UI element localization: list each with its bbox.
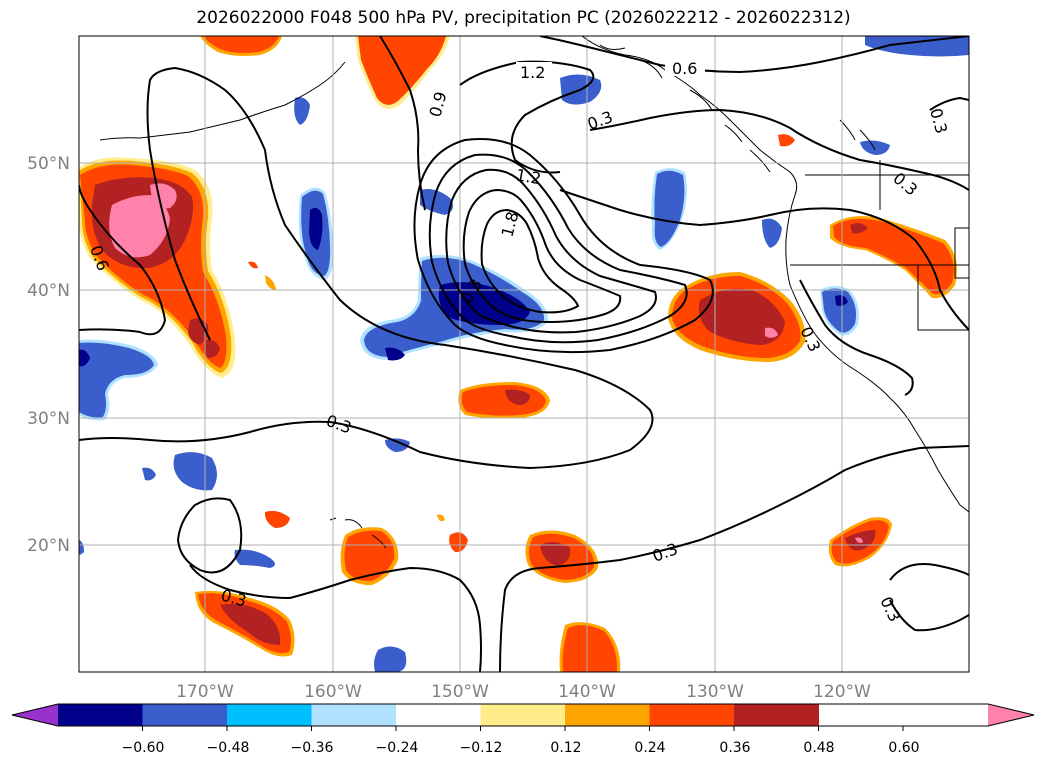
colorbar-swatch bbox=[227, 704, 312, 726]
colorbar-swatch bbox=[734, 704, 819, 726]
lon-label: 170°W bbox=[176, 682, 234, 702]
precipitation-fills bbox=[79, 36, 969, 672]
lat-label: 40°N bbox=[27, 281, 70, 301]
colorbar-tick-label: 0.24 bbox=[634, 740, 665, 756]
colorbar-extend-high bbox=[988, 704, 1034, 726]
colorbar-swatch bbox=[565, 704, 650, 726]
colorbar-tick-label: 0.60 bbox=[888, 740, 919, 756]
latitude-labels: 50°N 40°N 30°N 20°N bbox=[27, 154, 70, 556]
colorbar-swatches bbox=[58, 704, 819, 726]
lon-label: 130°W bbox=[686, 682, 744, 702]
colorbar-swatch bbox=[396, 704, 481, 726]
colorbar-swatch bbox=[58, 704, 143, 726]
lon-label: 140°W bbox=[558, 682, 616, 702]
lon-label: 120°W bbox=[813, 682, 871, 702]
lon-label: 150°W bbox=[431, 682, 489, 702]
contour-label: 1.2 bbox=[520, 63, 545, 82]
precip-area-central bbox=[458, 382, 550, 419]
lat-label: 50°N bbox=[27, 154, 70, 174]
colorbar-tick-label: −0.24 bbox=[376, 740, 419, 756]
colorbar-tick-label: 0.12 bbox=[550, 740, 581, 756]
colorbar-tick-label: 0.36 bbox=[719, 740, 750, 756]
colorbar-outline bbox=[11, 703, 1035, 727]
colorbar-swatch bbox=[649, 704, 735, 726]
longitude-labels: 170°W 160°W 150°W 140°W 130°W 120°W bbox=[176, 682, 871, 702]
colorbar-ticks bbox=[142, 726, 904, 731]
colorbar-tick-label: −0.60 bbox=[122, 740, 165, 756]
precip-area-nw-us bbox=[830, 216, 958, 299]
colorbar-tick-label: 0.48 bbox=[803, 740, 834, 756]
contour-label: 1.2 bbox=[514, 165, 542, 188]
map-frame bbox=[78, 35, 970, 673]
colorbar-tick-label: −0.48 bbox=[207, 740, 250, 756]
coastlines bbox=[99, 36, 969, 549]
precip-area-north bbox=[200, 36, 450, 109]
colorbar-swatch bbox=[142, 704, 228, 726]
colorbar-tick-labels: −0.60 −0.48 −0.36 −0.24 −0.12 0.12 0.24 … bbox=[122, 740, 920, 756]
lon-label: 160°W bbox=[304, 682, 362, 702]
map-title: 2026022000 F048 500 hPa PV, precipitatio… bbox=[196, 8, 851, 28]
colorbar-swatch bbox=[311, 704, 397, 726]
colorbar-extend-low bbox=[12, 704, 58, 726]
colorbar-tick-label: −0.12 bbox=[460, 740, 503, 756]
lat-label: 20°N bbox=[27, 536, 70, 556]
map-content bbox=[79, 36, 969, 672]
lat-label: 30°N bbox=[27, 409, 70, 429]
colorbar-swatch bbox=[480, 704, 566, 726]
colorbar: −0.60 −0.48 −0.36 −0.24 −0.12 0.12 0.24 … bbox=[11, 703, 1035, 756]
precip-area-east bbox=[668, 272, 806, 362]
contour-label: 0.6 bbox=[672, 59, 697, 78]
colorbar-tick-label: −0.36 bbox=[291, 740, 334, 756]
